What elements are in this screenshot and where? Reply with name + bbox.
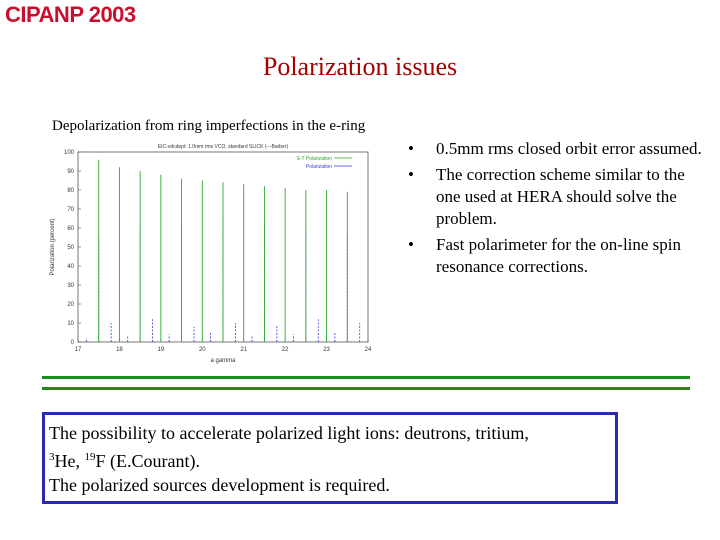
x-tick-label: 21 bbox=[240, 347, 247, 353]
bullet-marker: • bbox=[408, 139, 414, 158]
x-tick-label: 19 bbox=[158, 347, 165, 353]
x-tick-label: 20 bbox=[199, 347, 206, 353]
x-tick-label: 24 bbox=[365, 347, 372, 353]
note-text: F (E.Courant). bbox=[95, 451, 200, 471]
legend-entry: S-T Polarization bbox=[297, 156, 333, 162]
note-line: The possibility to accelerate polarized … bbox=[49, 423, 529, 443]
bullet-item: • 0.5mm rms closed orbit error assumed. bbox=[408, 138, 708, 160]
legend-entry: Polarization bbox=[306, 164, 332, 170]
y-tick-label: 50 bbox=[67, 245, 74, 251]
x-tick-label: 18 bbox=[116, 347, 123, 353]
bullet-item: • Fast polarimeter for the on-line spin r… bbox=[408, 234, 708, 278]
note-text: He, bbox=[54, 451, 81, 471]
x-tick-label: 17 bbox=[75, 347, 82, 353]
conference-logo: CIPANP 2003 bbox=[5, 2, 136, 27]
bullet-text: 0.5mm rms closed orbit error assumed. bbox=[436, 139, 702, 158]
polarization-chart: EIC-vdcdept: 1.0mm rms VCO, standard SLI… bbox=[50, 144, 372, 364]
y-tick-label: 20 bbox=[67, 302, 74, 308]
chart-title: EIC-vdcdept: 1.0mm rms VCO, standard SLI… bbox=[158, 144, 289, 150]
y-tick-label: 100 bbox=[64, 150, 75, 156]
note-line: The polarized sources development is req… bbox=[49, 475, 390, 495]
y-tick-label: 80 bbox=[67, 188, 74, 194]
bullet-list: • 0.5mm rms closed orbit error assumed. •… bbox=[408, 138, 708, 282]
y-tick-label: 90 bbox=[67, 169, 74, 175]
divider-rule bbox=[42, 387, 690, 390]
slide-title: Polarization issues bbox=[262, 52, 458, 81]
bullet-text: The correction scheme similar to the one… bbox=[436, 165, 685, 228]
y-tick-label: 40 bbox=[67, 264, 74, 270]
note-superscript: 3 bbox=[49, 451, 55, 463]
y-tick-label: 30 bbox=[67, 283, 74, 289]
divider-rule bbox=[42, 376, 690, 379]
bullet-marker: • bbox=[408, 165, 414, 184]
note-box: The possibility to accelerate polarized … bbox=[42, 412, 618, 504]
note-superscript: 19 bbox=[84, 451, 96, 463]
bullet-item: • The correction scheme similar to the on… bbox=[408, 164, 708, 230]
y-tick-label: 60 bbox=[67, 226, 74, 232]
y-tick-label: 70 bbox=[67, 207, 74, 213]
x-tick-label: 23 bbox=[323, 347, 330, 353]
bullet-marker: • bbox=[408, 235, 414, 254]
x-axis-label: a gamma bbox=[210, 358, 236, 364]
note-line: 3He, 19F (E.Courant). bbox=[49, 445, 613, 473]
y-tick-label: 0 bbox=[71, 340, 75, 346]
y-tick-label: 10 bbox=[67, 321, 74, 327]
chart-caption: Depolarization from ring imperfections i… bbox=[52, 118, 366, 134]
y-axis-label: Polarization (percent) bbox=[50, 218, 56, 275]
bullet-text: Fast polarimeter for the on-line spin re… bbox=[436, 235, 682, 276]
x-tick-label: 22 bbox=[282, 347, 289, 353]
